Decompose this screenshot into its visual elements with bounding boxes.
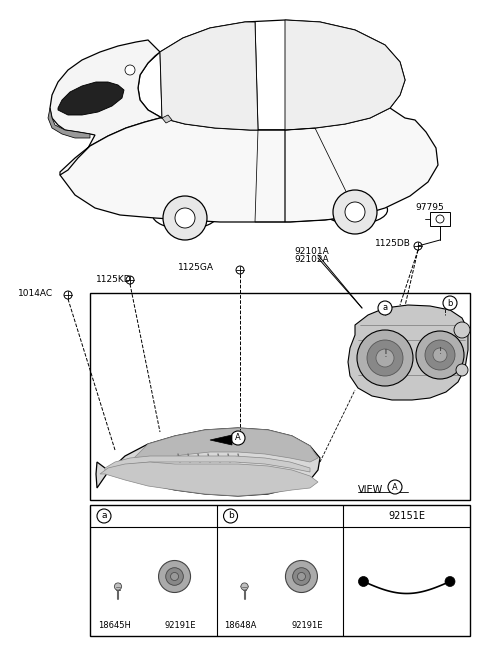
Circle shape [298,557,305,564]
Text: !: ! [438,348,442,356]
Text: b: b [228,512,233,520]
Circle shape [171,557,178,564]
Circle shape [367,340,403,376]
Circle shape [345,202,365,222]
Circle shape [298,573,305,581]
Circle shape [64,291,72,299]
Text: 97795: 97795 [415,203,444,213]
Circle shape [443,296,457,310]
Polygon shape [50,40,162,175]
Circle shape [224,509,238,523]
Polygon shape [348,305,468,400]
Circle shape [284,581,291,588]
Circle shape [286,560,317,592]
Polygon shape [105,456,310,472]
Polygon shape [138,20,405,130]
Circle shape [114,583,121,590]
Circle shape [125,65,135,75]
Bar [430,212,450,226]
Text: 18645H: 18645H [98,621,131,630]
Polygon shape [285,20,405,130]
Text: 92151E: 92151E [388,511,425,521]
Circle shape [376,349,394,367]
Circle shape [293,567,310,585]
Circle shape [163,196,207,240]
Circle shape [454,322,470,338]
Bar [90,293,470,500]
Text: VIEW: VIEW [358,485,383,495]
Circle shape [241,583,248,590]
Circle shape [185,581,192,588]
Circle shape [456,364,468,376]
Circle shape [126,276,134,284]
Circle shape [359,577,369,586]
Circle shape [170,573,179,581]
Circle shape [333,190,377,234]
Circle shape [97,509,111,523]
Text: 92191E: 92191E [291,621,323,630]
Circle shape [436,215,444,223]
Ellipse shape [323,196,387,224]
Bar [90,505,470,636]
Circle shape [158,560,191,592]
Circle shape [445,577,455,586]
Polygon shape [210,435,232,445]
Text: A: A [392,483,398,491]
Polygon shape [58,82,124,115]
Text: 18648A: 18648A [225,621,257,630]
Circle shape [414,242,422,250]
Circle shape [157,581,164,588]
Circle shape [378,301,392,315]
Circle shape [425,340,455,370]
Text: a: a [383,304,387,312]
Text: !: ! [383,349,387,359]
Text: b: b [447,298,453,308]
Polygon shape [96,428,320,496]
Text: 92102A: 92102A [294,255,329,264]
Polygon shape [48,108,90,138]
Circle shape [312,581,319,588]
Circle shape [388,480,402,494]
Text: 1014AC: 1014AC [18,289,53,298]
Polygon shape [100,462,318,496]
Text: 1125DB: 1125DB [375,239,411,249]
Ellipse shape [153,201,217,229]
Text: 92191E: 92191E [165,621,196,630]
Circle shape [231,431,245,445]
Circle shape [236,266,244,274]
Polygon shape [132,428,318,466]
Text: A: A [235,434,241,443]
Text: a: a [101,512,107,520]
Circle shape [433,348,447,362]
Circle shape [166,567,183,585]
Text: 1125KD: 1125KD [96,276,132,285]
Polygon shape [162,115,172,123]
Polygon shape [160,22,258,130]
Polygon shape [60,108,438,222]
Text: 92101A: 92101A [294,247,329,256]
Circle shape [357,330,413,386]
Text: 1125GA: 1125GA [178,264,214,272]
Circle shape [416,331,464,379]
Circle shape [175,208,195,228]
